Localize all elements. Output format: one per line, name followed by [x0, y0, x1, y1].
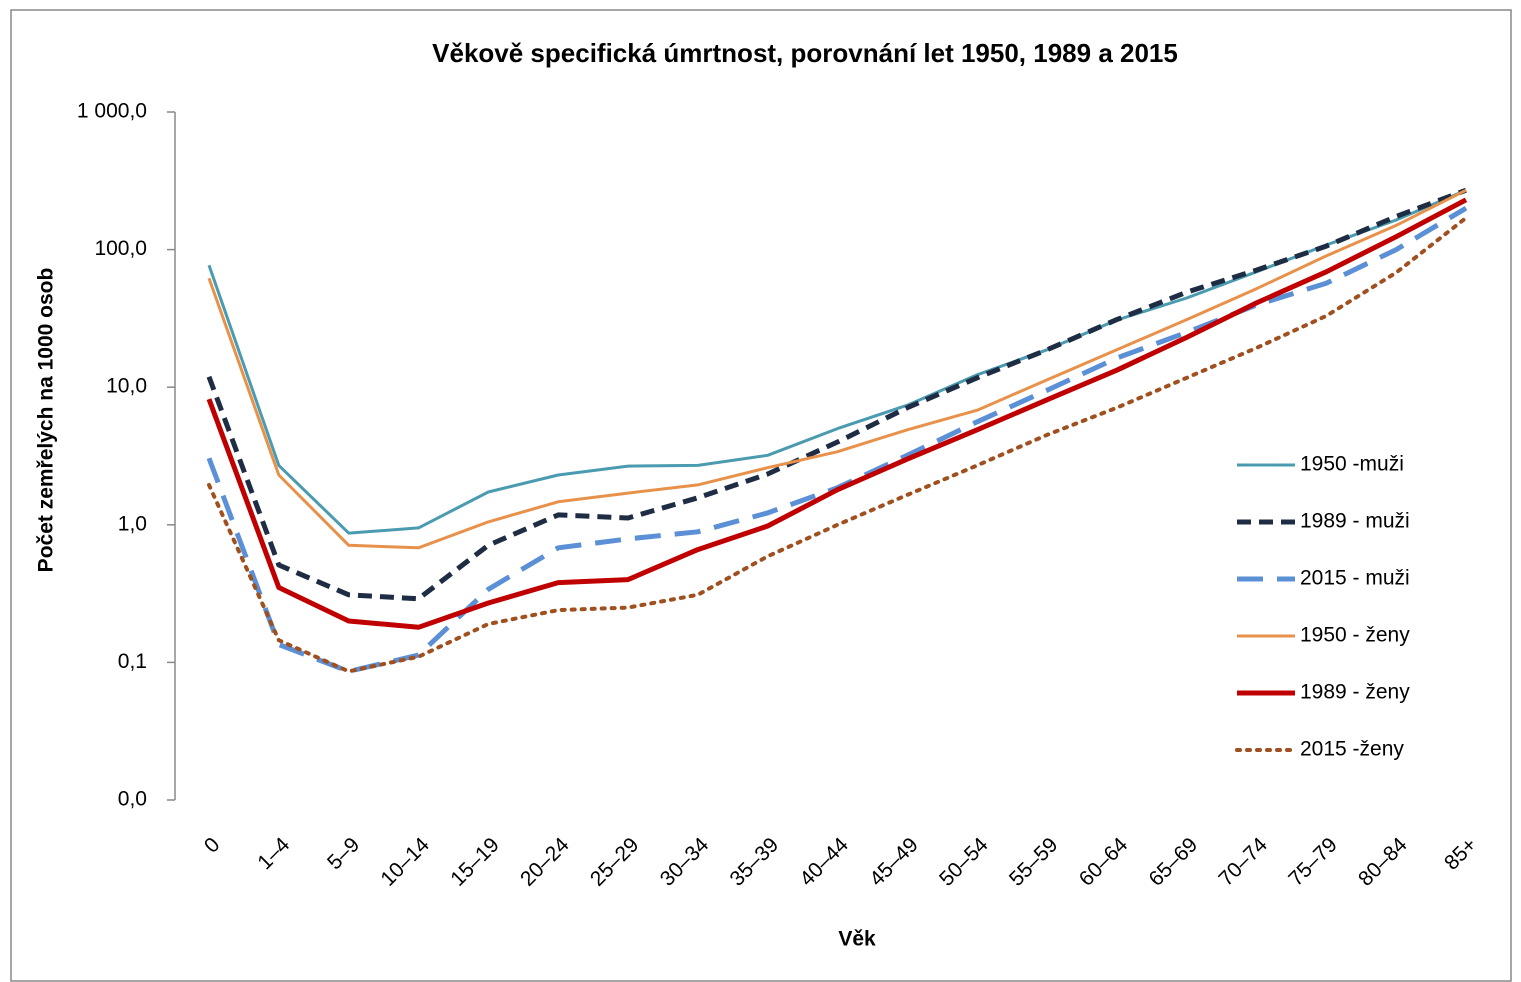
chart-frame	[10, 9, 1512, 982]
legend-label: 1989 - ženy	[1300, 681, 1410, 704]
legend-label: 1950 -muži	[1300, 453, 1404, 476]
series-line	[206, 197, 1468, 630]
series-line	[206, 187, 1467, 602]
legend-label: 1950 - ženy	[1300, 624, 1410, 647]
y-tick-label: 10,0	[106, 375, 147, 398]
y-tick-label: 1,0	[118, 512, 147, 535]
y-tick-label: 100,0	[94, 237, 147, 260]
y-tick-label: 0,0	[118, 788, 147, 811]
legend-label: 2015 -ženy	[1300, 738, 1404, 761]
series-line	[207, 188, 1467, 550]
y-tick-label: 0,1	[118, 650, 147, 673]
legend-label: 2015 - muži	[1300, 567, 1410, 590]
y-tick-label: 1 000,0	[77, 100, 147, 123]
series-line	[207, 215, 1468, 674]
legend-label: 1989 - muži	[1300, 510, 1410, 533]
x-axis-label: Věk	[838, 928, 876, 951]
chart-title: Věkově specifická úmrtnost, porovnání le…	[432, 38, 1178, 68]
y-axis-label: Počet zemřelých na 1000 osob	[35, 268, 58, 573]
